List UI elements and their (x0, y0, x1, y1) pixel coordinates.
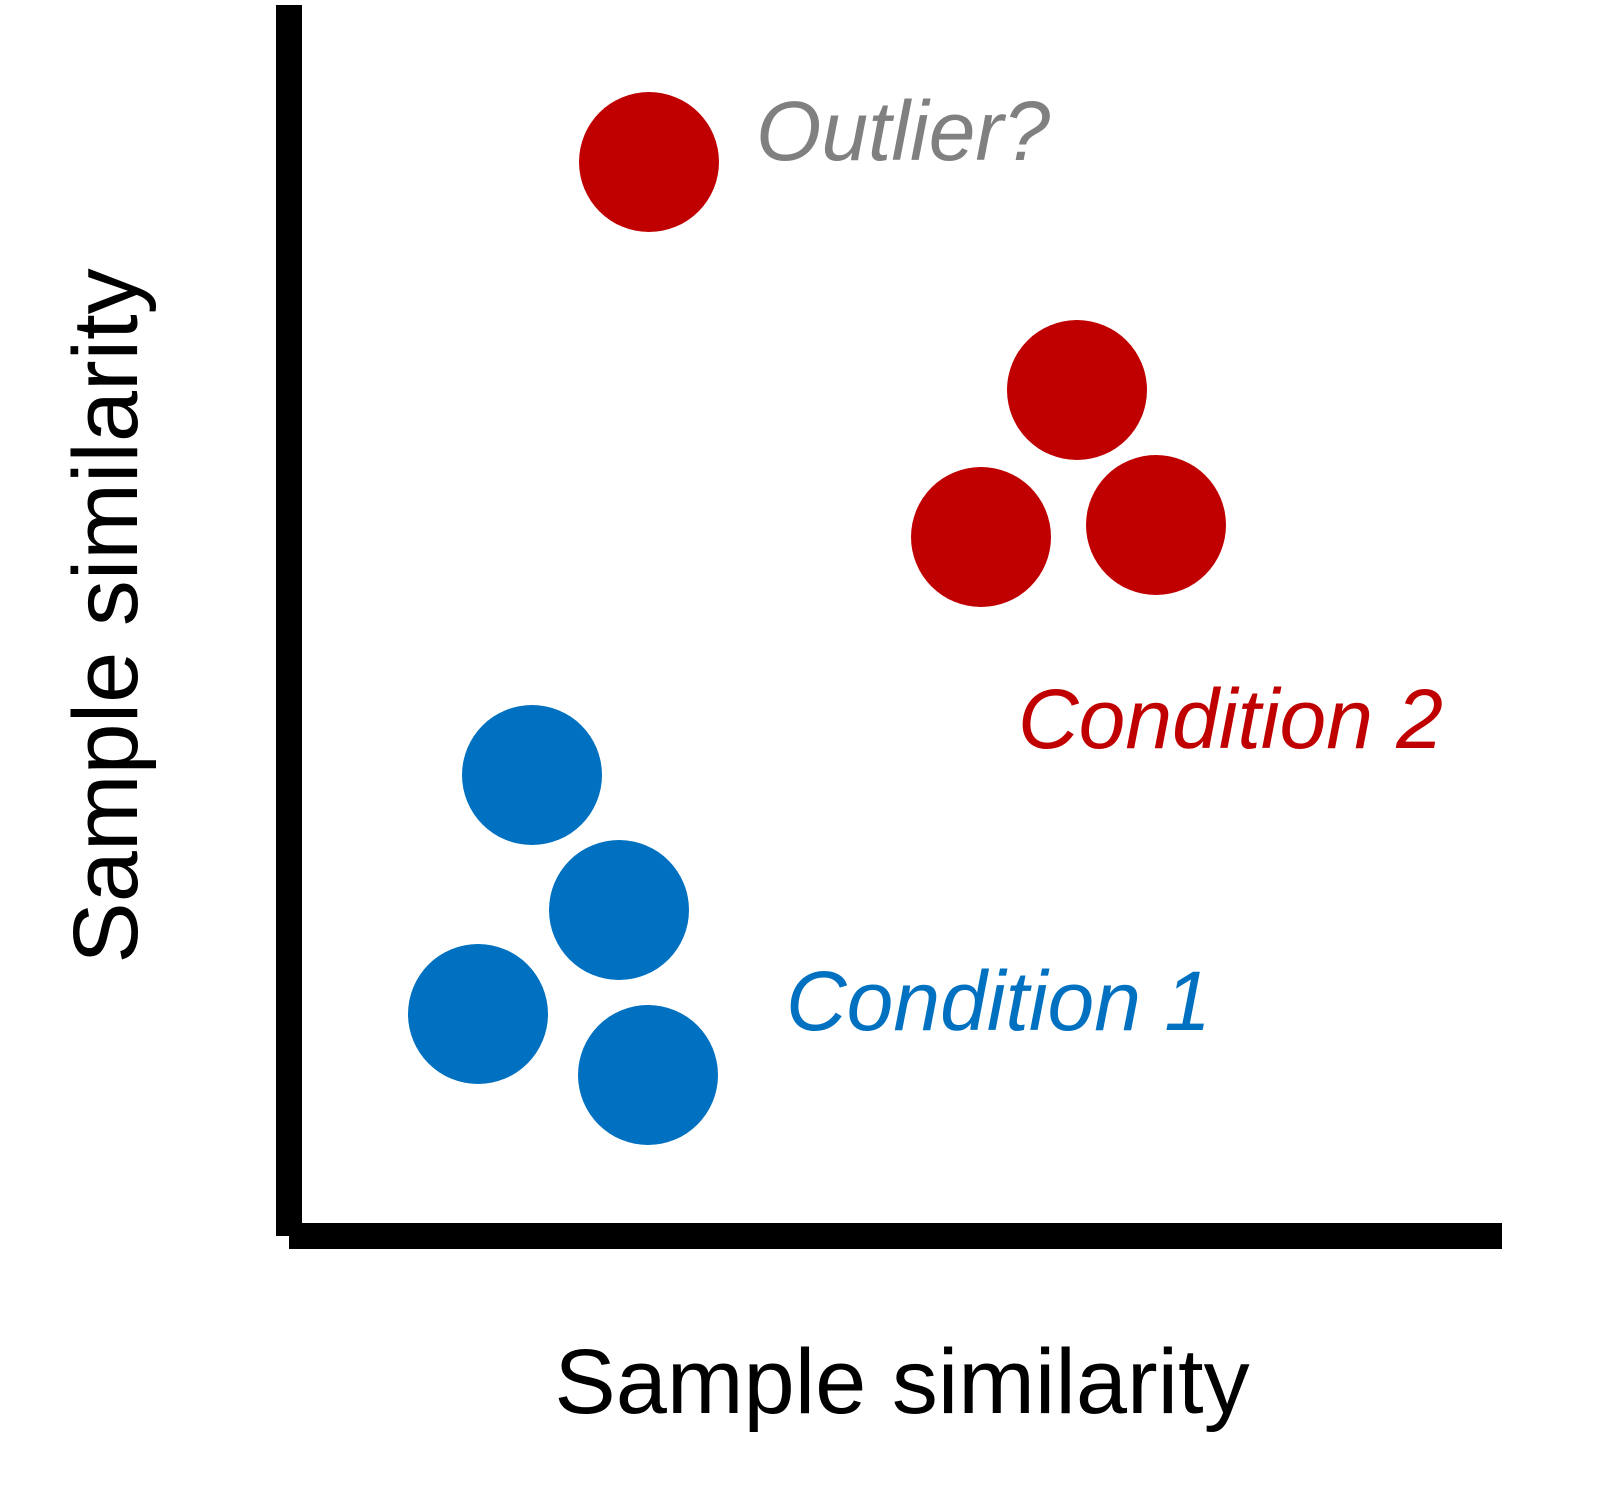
x-axis-title: Sample similarity (554, 1331, 1249, 1433)
outlier-label: Outlier? (756, 84, 1050, 178)
condition-1-sample-point (549, 840, 689, 980)
condition-2-sample-point (1086, 455, 1226, 595)
condition-2-sample-point (1007, 320, 1147, 460)
condition-1-sample-point (462, 705, 602, 845)
condition-1-sample-point (578, 1005, 718, 1145)
condition-2-label: Condition 2 (1018, 672, 1443, 766)
condition-1-label: Condition 1 (786, 954, 1211, 1048)
condition-2-sample-point (911, 467, 1051, 607)
y-axis-title: Sample similarity (55, 268, 157, 963)
condition-1-sample-point (408, 944, 548, 1084)
outlier-sample-point (579, 92, 719, 232)
